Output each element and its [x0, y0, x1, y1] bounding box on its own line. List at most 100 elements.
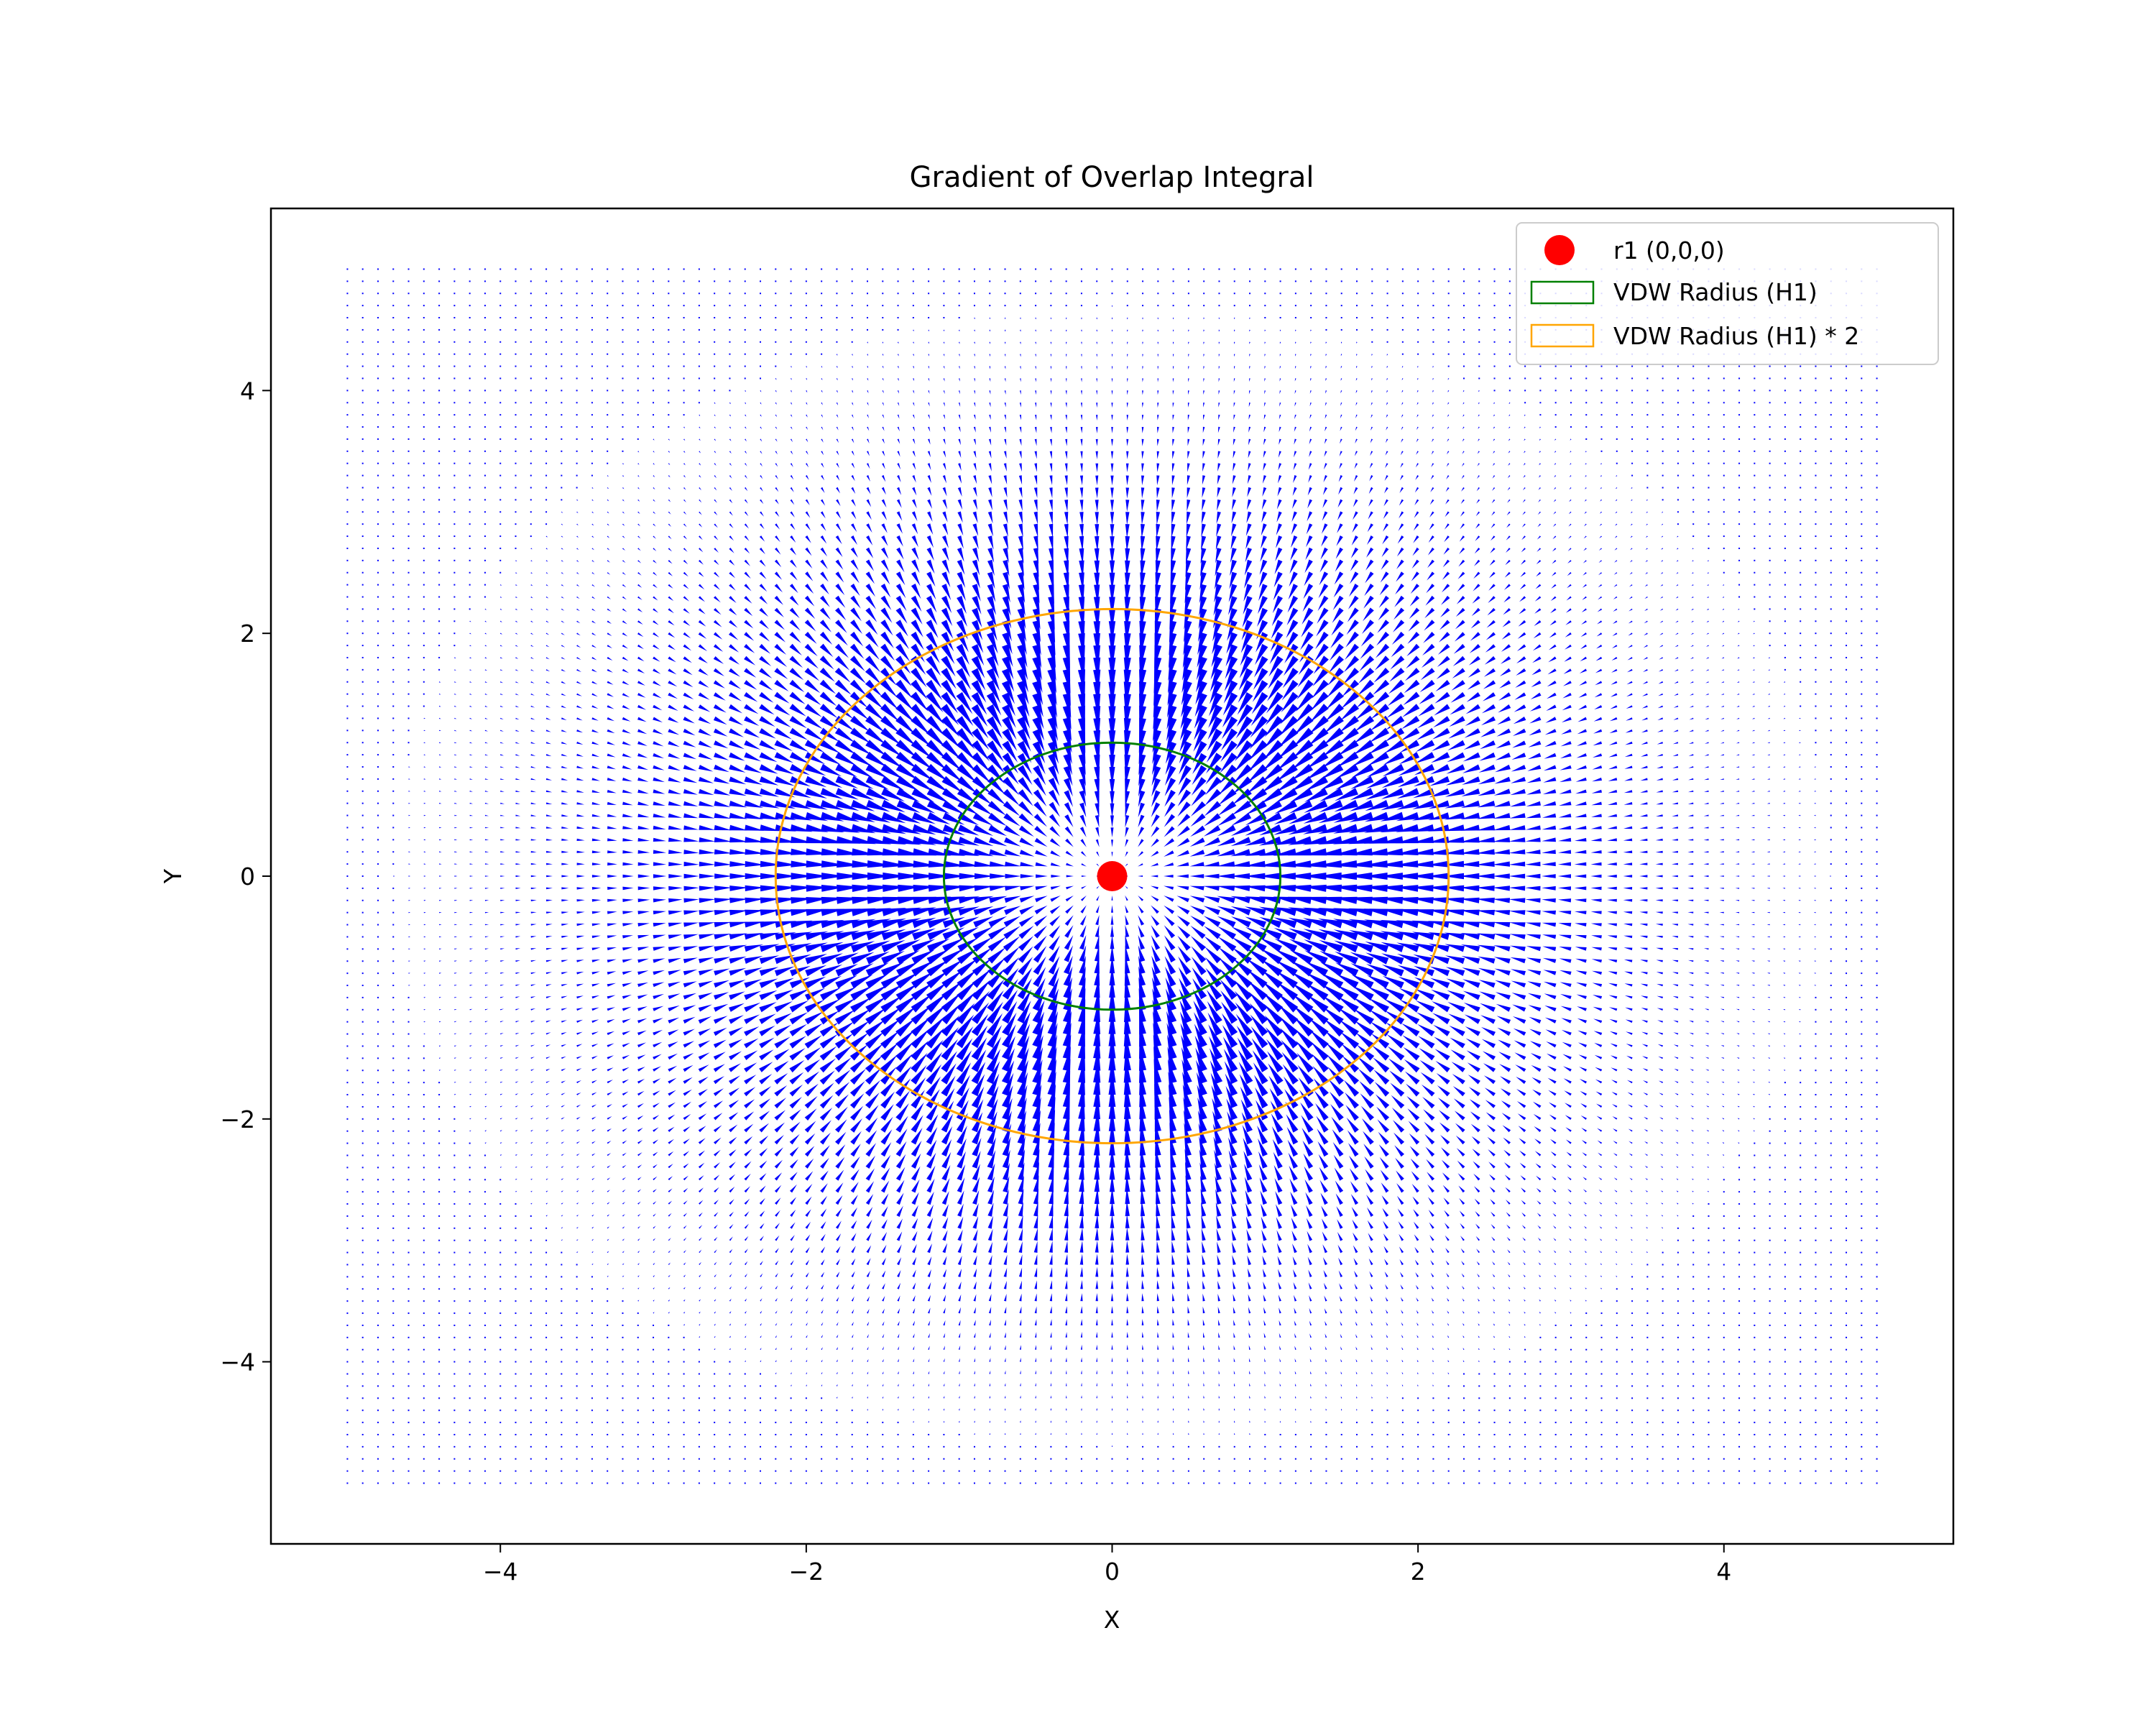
quiver-arrow — [515, 669, 519, 671]
quiver-arrow — [484, 705, 488, 707]
quiver-arrow — [759, 559, 766, 567]
quiver-arrow — [392, 608, 395, 610]
quiver-arrow — [377, 632, 379, 635]
quiver-arrow — [346, 353, 349, 355]
quiver-arrow — [653, 365, 655, 367]
quiver-arrow — [530, 414, 532, 416]
quiver-arrow — [1080, 305, 1082, 307]
quiver-arrow — [453, 1154, 456, 1156]
quiver-arrow — [668, 560, 673, 564]
quiver-arrow — [499, 1288, 502, 1290]
quiver-arrow — [912, 293, 914, 295]
quiver-arrow — [713, 1052, 726, 1060]
quiver-arrow — [851, 1433, 853, 1435]
quiver-arrow — [453, 1215, 456, 1217]
quiver-arrow — [499, 596, 502, 598]
quiver-arrow — [377, 1336, 379, 1338]
quiver-arrow — [346, 1179, 349, 1181]
quiver-arrow — [607, 1202, 610, 1205]
quiver-arrow — [760, 402, 762, 405]
quiver-arrow — [561, 1227, 563, 1229]
quiver-arrow — [591, 971, 600, 975]
quiver-arrow — [653, 280, 655, 282]
quiver-arrow — [729, 535, 734, 541]
quiver-arrow — [683, 341, 685, 343]
quiver-arrow — [561, 850, 569, 853]
quiver-arrow — [699, 1323, 701, 1326]
quiver-arrow — [407, 1336, 410, 1338]
quiver-arrow — [622, 1385, 624, 1387]
quiver-arrow — [607, 838, 617, 842]
quiver-arrow — [423, 596, 425, 598]
quiver-arrow — [699, 1212, 703, 1217]
quiver-arrow — [622, 511, 625, 514]
quiver-arrow — [760, 1223, 765, 1229]
quiver-arrow — [591, 935, 601, 939]
quiver-arrow — [438, 668, 441, 671]
quiver-arrow — [530, 317, 532, 319]
quiver-arrow — [576, 850, 585, 853]
quiver-arrow — [714, 608, 722, 615]
quiver-arrow — [591, 1044, 599, 1047]
quiver-arrow — [423, 645, 425, 647]
quiver-arrow — [530, 645, 534, 647]
quiver-arrow — [729, 644, 740, 653]
quiver-arrow — [744, 632, 755, 641]
quiver-arrow — [607, 681, 614, 685]
quiver-arrow — [699, 1287, 701, 1289]
quiver-arrow — [500, 1045, 504, 1047]
quiver-arrow — [607, 620, 612, 624]
quiver-arrow — [607, 898, 617, 902]
quiver-arrow — [591, 1445, 593, 1448]
quiver-arrow — [377, 584, 379, 586]
quiver-arrow — [989, 305, 991, 307]
quiver-arrow — [361, 1361, 364, 1363]
quiver-arrow — [545, 1445, 548, 1448]
quiver-arrow — [453, 1105, 456, 1108]
quiver-arrow — [622, 1263, 625, 1265]
quiver-arrow — [454, 1009, 457, 1011]
quiver-arrow — [1019, 1470, 1021, 1472]
quiver-arrow — [361, 1385, 364, 1387]
quiver-arrow — [775, 1433, 777, 1435]
quiver-arrow — [714, 523, 718, 528]
quiver-arrow — [469, 1458, 471, 1460]
quiver-arrow — [469, 1094, 472, 1095]
quiver-arrow — [759, 740, 777, 750]
quiver-arrow — [714, 1422, 716, 1424]
quiver-arrow — [392, 705, 395, 707]
quiver-arrow — [622, 826, 634, 829]
quiver-arrow — [469, 474, 471, 477]
quiver-arrow — [698, 1162, 705, 1169]
quiver-arrow — [500, 888, 505, 889]
quiver-arrow — [1035, 1445, 1037, 1448]
quiver-arrow — [423, 1021, 426, 1023]
quiver-arrow — [377, 535, 379, 538]
quiver-arrow — [561, 620, 565, 623]
quiver-arrow — [576, 572, 579, 575]
quiver-arrow — [392, 1251, 395, 1254]
quiver-arrow — [499, 1167, 502, 1168]
quiver-arrow — [576, 705, 583, 709]
quiver-arrow — [392, 438, 395, 440]
quiver-arrow — [653, 741, 664, 747]
quiver-arrow — [453, 1348, 456, 1351]
quiver-arrow — [775, 268, 777, 270]
quiver-arrow — [423, 948, 426, 950]
quiver-arrow — [515, 560, 517, 562]
quiver-arrow — [668, 1188, 673, 1192]
quiver-arrow — [683, 1336, 685, 1338]
quiver-arrow — [637, 596, 642, 600]
quiver-arrow — [591, 560, 595, 563]
quiver-arrow — [653, 1238, 656, 1241]
quiver-arrow — [392, 742, 395, 744]
quiver-arrow — [346, 705, 349, 707]
quiver-arrow — [515, 1167, 517, 1168]
quiver-arrow — [500, 742, 505, 744]
quiver-arrow — [683, 993, 697, 1000]
quiver-arrow — [361, 305, 364, 307]
quiver-arrow — [453, 596, 456, 598]
quiver-arrow — [515, 1300, 517, 1302]
quiver-arrow — [346, 814, 349, 816]
quiver-arrow — [361, 1324, 364, 1326]
